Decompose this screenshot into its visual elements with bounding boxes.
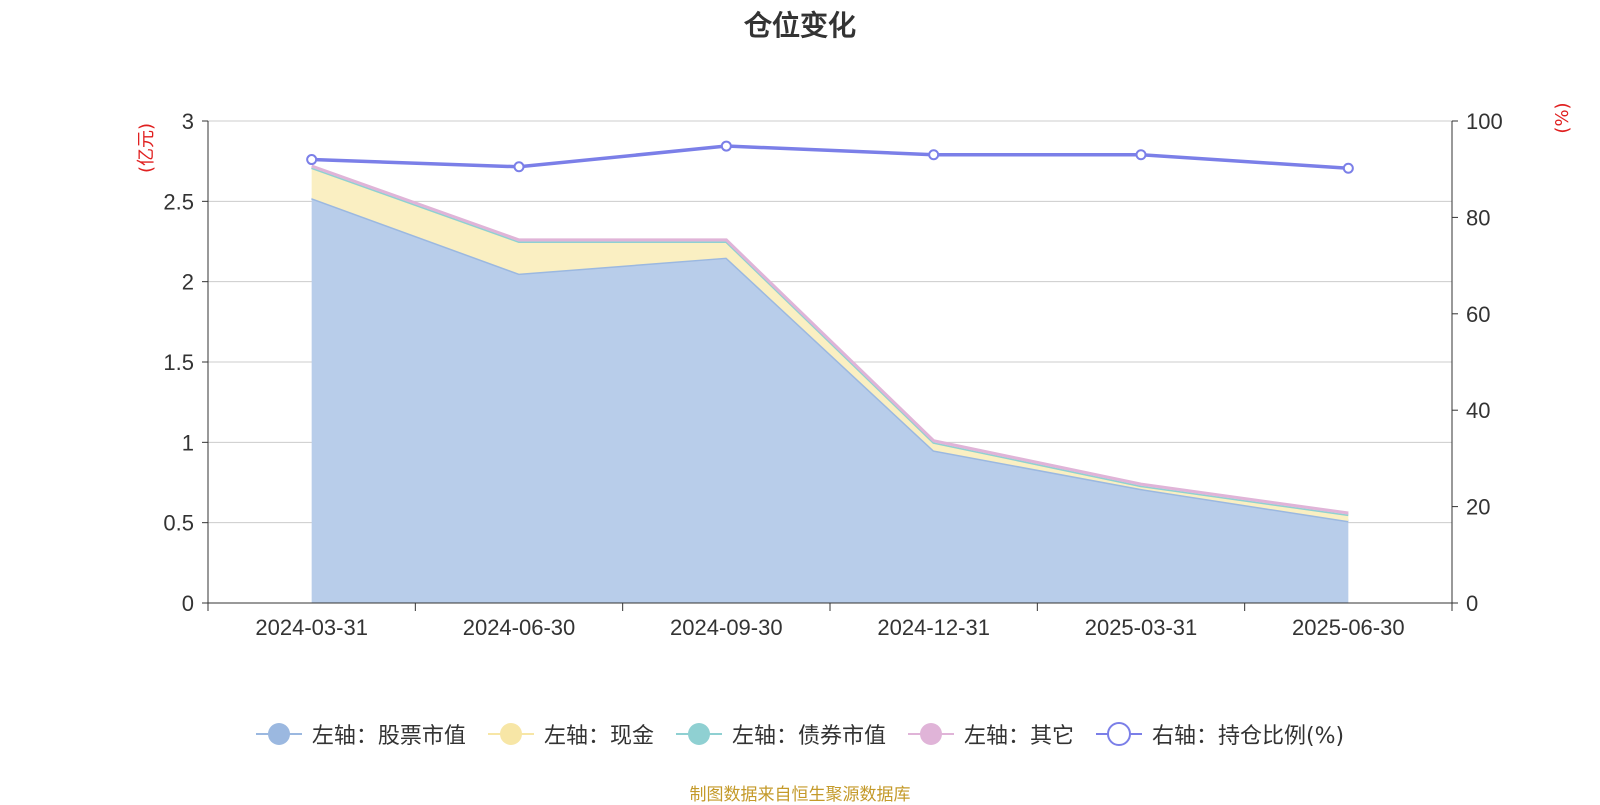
- area-series: [311, 164, 1349, 603]
- x-axis-tick-label: 2024-03-31: [255, 615, 368, 640]
- x-axis-tick-label: 2024-12-31: [877, 615, 990, 640]
- area-series-line-3: [311, 164, 1349, 515]
- legend-symbol-icon: [1095, 722, 1142, 746]
- left-axis-tick-label: 2: [182, 270, 194, 295]
- legend-symbol-icon: [255, 723, 302, 745]
- legend-symbol-icon: [675, 723, 722, 745]
- line-point: [928, 149, 940, 161]
- left-axis-tick-label: 0: [182, 591, 194, 616]
- left-axis-unit-label: (亿元): [136, 123, 157, 173]
- right-axis-tick-label: 100: [1466, 109, 1503, 134]
- x-axis-tick-label: 2025-03-31: [1085, 615, 1198, 640]
- line-point: [1342, 162, 1354, 174]
- legend-item[interactable]: 左轴：债券市值: [675, 718, 886, 750]
- legend: 左轴：股票市值 左轴：现金 左轴：债券市值 左轴：其它 右轴：持仓比例(%): [0, 718, 1600, 750]
- left-axis-tick-label: 1: [182, 430, 194, 455]
- legend-symbol-icon: [487, 723, 534, 745]
- left-axis-tick-label: 3: [182, 109, 194, 134]
- tick-labels: 0 0.5 1 1.5 2 2.5 3 0 20 40 60 80 100 2024-03-31 2024-…: [136, 102, 1573, 640]
- legend-label: 左轴：股票市值: [311, 724, 466, 749]
- right-axis-tick-label: 60: [1466, 302, 1490, 327]
- line-point: [1135, 149, 1147, 161]
- line-series-0: [311, 144, 1349, 170]
- legend-item[interactable]: 左轴：其它: [907, 718, 1074, 750]
- right-axis-tick-label: 20: [1466, 495, 1490, 520]
- chart-title: 仓位变化: [743, 9, 856, 42]
- left-axis-tick-label: 2.5: [163, 189, 194, 214]
- right-axis-tick-label: 40: [1466, 398, 1490, 423]
- x-axis-tick-label: 2024-06-30: [463, 615, 576, 640]
- left-axis-tick-label: 1.5: [163, 350, 194, 375]
- line-point: [513, 161, 525, 173]
- right-axis-unit-label: (%): [1552, 102, 1573, 133]
- x-axis-tick-label: 2024-09-30: [670, 615, 783, 640]
- left-axis-tick-label: 0.5: [163, 511, 194, 536]
- legend-item[interactable]: 右轴：持仓比例(%): [1095, 718, 1345, 750]
- legend-label: 左轴：其它: [963, 724, 1074, 749]
- line-point: [306, 154, 318, 166]
- legend-item[interactable]: 左轴：现金: [487, 718, 654, 750]
- x-axis-tick-label: 2025-06-30: [1292, 615, 1405, 640]
- legend-label: 左轴：现金: [543, 724, 654, 749]
- legend-symbol-icon: [907, 723, 954, 745]
- area-series-0: [311, 198, 1349, 603]
- line-series: [306, 140, 1354, 174]
- right-axis-tick-label: 0: [1466, 591, 1478, 616]
- legend-item[interactable]: 左轴：股票市值: [255, 718, 466, 750]
- line-point: [720, 140, 732, 152]
- legend-label: 左轴：债券市值: [731, 724, 886, 749]
- right-axis-tick-label: 80: [1466, 205, 1490, 230]
- area-series-1: [311, 167, 1349, 522]
- source-note: 制图数据来自恒生聚源数据库: [689, 785, 911, 805]
- legend-label: 右轴：持仓比例(%): [1151, 724, 1345, 749]
- axes: [202, 120, 1458, 611]
